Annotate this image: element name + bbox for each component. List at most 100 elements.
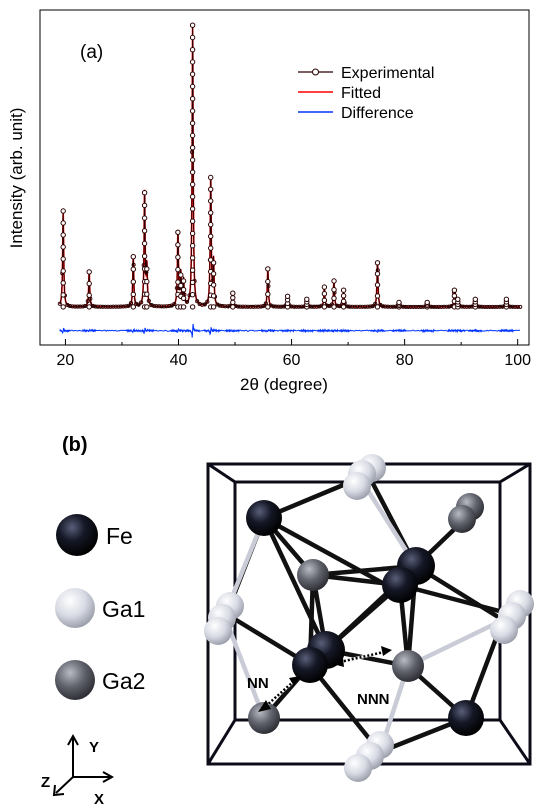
experimental-point: [220, 304, 225, 309]
experimental-point: [208, 174, 214, 181]
experimental-point: [67, 304, 73, 309]
experimental-point: [189, 71, 196, 77]
experimental-point: [141, 215, 148, 221]
experimental-point: [291, 304, 296, 309]
experimental-point: [57, 301, 62, 306]
ga1-legend-sphere: [55, 588, 95, 628]
experimental-point: [374, 271, 381, 277]
experimental-point: [230, 304, 236, 310]
experimental-point: [296, 304, 301, 309]
experimental-point: [380, 304, 385, 309]
nnn-arrowhead: [381, 646, 392, 656]
experimental-point: [200, 302, 205, 307]
fe-atom: [448, 700, 484, 736]
experimental-point: [235, 304, 240, 309]
experimental-point: [350, 304, 355, 309]
experimental-point: [225, 304, 230, 309]
experimental-point: [139, 300, 144, 305]
experimental-point: [208, 186, 214, 193]
experimental-point: [208, 245, 214, 251]
experimental-point: [60, 292, 66, 298]
experimental-point: [408, 304, 413, 309]
ga2-legend-sphere: [55, 660, 95, 700]
panel-b-label: (b): [62, 434, 88, 456]
plot-area: [57, 22, 523, 338]
experimental-point: [189, 83, 196, 90]
experimental-point: [141, 228, 148, 234]
experimental-point: [411, 304, 416, 309]
coordinate-axes: [52, 733, 115, 797]
experimental-point: [86, 292, 92, 298]
experimental-series: [57, 22, 523, 310]
panel-b: (b) Fe Ga1 Ga2 Y Z X: [41, 434, 534, 808]
experimental-point: [100, 304, 106, 309]
experimental-point: [240, 304, 245, 309]
experimental-point: [230, 295, 236, 301]
fitted-series-line: [59, 24, 520, 308]
x-tick-label: 60: [283, 352, 301, 369]
experimental-point: [189, 194, 196, 200]
experimental-point: [210, 282, 217, 288]
experimental-point: [256, 304, 261, 309]
legend-item-difference: Difference: [298, 105, 414, 122]
experimental-point: [189, 22, 196, 28]
experimental-point: [396, 299, 402, 306]
experimental-point: [189, 230, 196, 237]
experimental-point: [175, 279, 181, 285]
experimental-point: [144, 291, 150, 297]
experimental-point: [208, 198, 214, 204]
experimental-point: [510, 304, 515, 309]
experimental-point: [321, 291, 328, 297]
experimental-point: [238, 304, 243, 309]
experimental-point: [189, 47, 196, 53]
ga1-atom: [490, 616, 518, 644]
experimental-point: [103, 304, 108, 309]
bond: [405, 617, 506, 669]
x-tick-label: 80: [396, 352, 414, 369]
experimental-point: [189, 267, 196, 273]
experimental-point: [180, 278, 187, 284]
experimental-point: [154, 304, 159, 309]
experimental-point: [321, 297, 328, 303]
experimental-point: [189, 157, 196, 163]
experimental-point: [80, 304, 85, 309]
y-axis-label: Intensity (arb. unit): [7, 108, 26, 249]
experimental-point: [383, 304, 388, 309]
experimental-point: [368, 304, 373, 309]
experimental-point: [130, 266, 137, 272]
nnn-label: NNN: [357, 691, 390, 708]
experimental-point: [60, 208, 66, 214]
experimental-point: [363, 304, 368, 309]
legend: Experimental Fitted Difference: [298, 65, 434, 122]
experimental-point: [243, 304, 248, 309]
experimental-point: [159, 304, 164, 309]
experimental-point: [178, 282, 184, 289]
experimental-point: [144, 278, 150, 285]
experimental-point: [265, 266, 271, 272]
experimental-point: [480, 304, 485, 309]
fe-atom: [246, 500, 282, 536]
experimental-point: [86, 280, 92, 287]
experimental-point: [175, 229, 181, 236]
experimental-point: [189, 59, 196, 65]
experimental-point: [180, 295, 187, 301]
experimental-point: [151, 303, 156, 308]
experimental-point: [253, 304, 258, 309]
experimental-series-line: [59, 24, 521, 310]
ga2-atom: [297, 559, 329, 591]
experimental-point: [190, 150, 195, 155]
experimental-point: [141, 240, 148, 247]
experimental-point: [374, 260, 381, 266]
experimental-point: [210, 293, 217, 299]
experimental-point: [189, 34, 196, 41]
fe-legend-sphere: [56, 514, 98, 556]
experimental-point: [130, 291, 137, 298]
experimental-point: [464, 304, 469, 309]
panel-a-label: (a): [80, 42, 103, 63]
experimental-point: [141, 190, 148, 196]
experimental-point: [347, 304, 352, 309]
experimental-point: [172, 301, 177, 307]
experimental-point: [374, 304, 381, 310]
experimental-point: [365, 304, 370, 309]
experimental-point: [271, 304, 276, 309]
